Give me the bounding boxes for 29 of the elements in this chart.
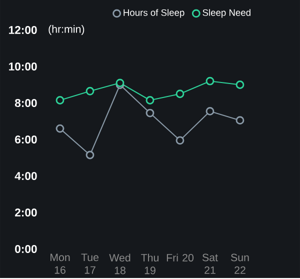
point (146, 96, 154, 105)
point (86, 87, 94, 96)
point (236, 80, 244, 90)
x-tick-label: Fri 20 (166, 254, 194, 262)
y-axis-title: (hr:min) (48, 25, 84, 36)
point (56, 96, 64, 105)
y-tick-label: 10:00 (9, 62, 37, 71)
point (236, 116, 244, 125)
y-tick-label: 12:00 (9, 26, 37, 34)
point (176, 136, 184, 145)
point (56, 124, 64, 133)
x-tick-label: Thu 19 (141, 254, 158, 274)
point (146, 109, 154, 118)
x-tick-label: Sun 22 (230, 254, 249, 274)
y-tick-label: 8:00 (14, 99, 37, 108)
x-tick-label: Tue 17 (81, 254, 99, 274)
point (86, 150, 94, 160)
point (176, 90, 184, 98)
y-tick-label: 0:00 (15, 245, 37, 254)
point (206, 107, 214, 116)
y-tick-label: 4:00 (14, 172, 37, 180)
point (206, 77, 214, 86)
legend-label: Hours of Sleep (124, 9, 184, 18)
x-tick-label: Wed 18 (109, 254, 130, 274)
x-tick-label: Sat 21 (202, 254, 218, 274)
x-tick-label: Mon 16 (50, 254, 70, 274)
legend-label: Sleep Need (202, 9, 250, 18)
y-tick-label: 6:00 (15, 136, 37, 144)
y-tick-label: 2:00 (15, 208, 37, 217)
